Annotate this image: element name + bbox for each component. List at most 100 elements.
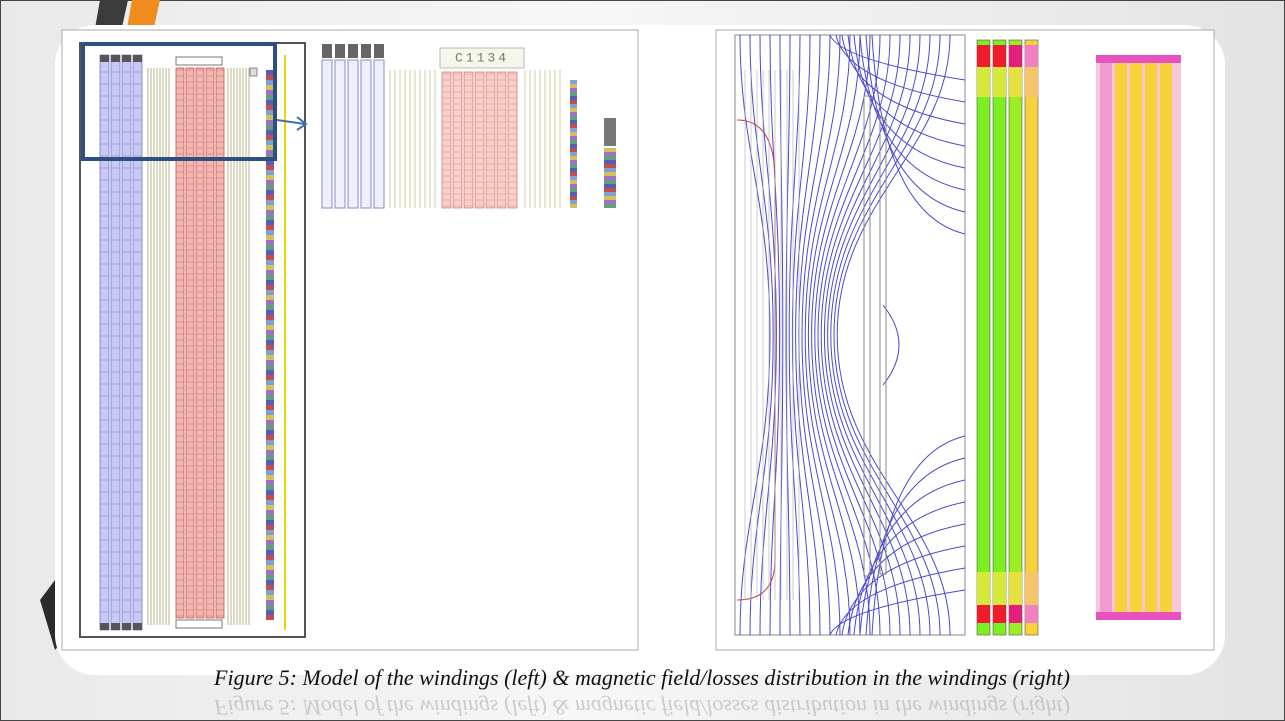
striped-cell: [266, 445, 274, 450]
loss-bar-fade: [993, 67, 1006, 97]
striped-cell: [266, 125, 274, 130]
inset-stripe: [604, 148, 616, 152]
striped-cell: [266, 440, 274, 445]
loss-bar-end: [977, 605, 990, 623]
striped-cell: [266, 80, 274, 85]
striped-cell: [266, 190, 274, 195]
cap: [111, 623, 120, 630]
inset-cap: [322, 44, 332, 58]
inset-stripe: [570, 148, 577, 152]
striped-cell: [266, 170, 274, 175]
inset-stripe: [604, 200, 616, 204]
striped-cell: [266, 95, 274, 100]
striped-cell: [266, 470, 274, 475]
loss-bar-fade: [1009, 572, 1022, 605]
blue-column: [111, 55, 120, 630]
striped-cell: [266, 220, 274, 225]
inset-stripe: [604, 160, 616, 164]
striped-cell: [266, 325, 274, 330]
striped-cell: [266, 150, 274, 155]
striped-cell: [266, 600, 274, 605]
striped-cell: [266, 480, 274, 485]
striped-cell: [266, 255, 274, 260]
inset-stripe: [570, 152, 577, 156]
loss-strip: [1145, 55, 1157, 620]
striped-cell: [266, 230, 274, 235]
inset-stripe: [604, 196, 616, 200]
loss-bar-end: [1025, 605, 1038, 623]
inset-stripe: [604, 176, 616, 180]
loss-bar-fade: [977, 67, 990, 97]
striped-cell: [266, 605, 274, 610]
inset-stripe: [570, 160, 577, 164]
inset-stripe: [570, 84, 577, 88]
striped-cell: [266, 495, 274, 500]
red-column: [196, 68, 204, 618]
striped-cell: [266, 100, 274, 105]
striped-cell: [266, 610, 274, 615]
loss-bottom: [1096, 612, 1181, 620]
striped-cell: [266, 505, 274, 510]
striped-cell: [266, 475, 274, 480]
striped-cell: [266, 200, 274, 205]
inset-stripe: [570, 144, 577, 148]
striped-cell: [266, 115, 274, 120]
striped-cell: [266, 450, 274, 455]
striped-cell: [266, 330, 274, 335]
striped-cell: [266, 345, 274, 350]
bottom-box: [176, 620, 222, 628]
striped-cell: [266, 515, 274, 520]
striped-cell: [266, 355, 274, 360]
striped-cell: [266, 585, 274, 590]
loss-bar-end: [993, 605, 1006, 623]
inset-stripe: [604, 156, 616, 160]
striped-cell: [266, 250, 274, 255]
inset-col: [361, 60, 371, 208]
inset-stripe: [604, 192, 616, 196]
striped-cell: [266, 280, 274, 285]
striped-cell: [266, 275, 274, 280]
loss-bar-end: [1025, 45, 1038, 67]
striped-cell: [266, 120, 274, 125]
inset-stripe: [570, 96, 577, 100]
inset-cap: [348, 44, 358, 58]
striped-cell: [266, 410, 274, 415]
inset-stripe: [570, 124, 577, 128]
inset-cap: [361, 44, 371, 58]
striped-cell: [266, 455, 274, 460]
inset-stripe: [570, 200, 577, 204]
striped-cell: [266, 375, 274, 380]
striped-cell: [266, 290, 274, 295]
striped-cell: [266, 565, 274, 570]
striped-cell: [266, 535, 274, 540]
inset-stripe: [604, 152, 616, 156]
inset-stripe: [604, 164, 616, 168]
cap: [122, 623, 131, 630]
striped-cell: [266, 75, 274, 80]
blue-column: [100, 55, 109, 630]
striped-cell: [266, 570, 274, 575]
striped-cell: [266, 90, 274, 95]
inset-stripe: [570, 196, 577, 200]
striped-cell: [266, 370, 274, 375]
striped-cell: [266, 320, 274, 325]
cap: [111, 55, 120, 62]
striped-cell: [266, 210, 274, 215]
striped-cell: [266, 70, 274, 75]
inset-col: [322, 60, 332, 208]
striped-cell: [266, 415, 274, 420]
inset-stripe: [570, 168, 577, 172]
loss-bar-fade: [1025, 67, 1038, 97]
striped-cell: [266, 525, 274, 530]
striped-cell: [266, 595, 274, 600]
striped-cell: [266, 260, 274, 265]
inset-stripe: [570, 204, 577, 208]
slide: C1134 Figure 5: Model of the windings (l…: [0, 0, 1285, 721]
inset-stripe: [570, 192, 577, 196]
striped-cell: [266, 270, 274, 275]
striped-cell: [266, 590, 274, 595]
slide-art: C1134 Figure 5: Model of the windings (l…: [0, 0, 1285, 721]
loss-bar: [993, 40, 1006, 635]
striped-cell: [266, 195, 274, 200]
striped-cell: [266, 365, 274, 370]
